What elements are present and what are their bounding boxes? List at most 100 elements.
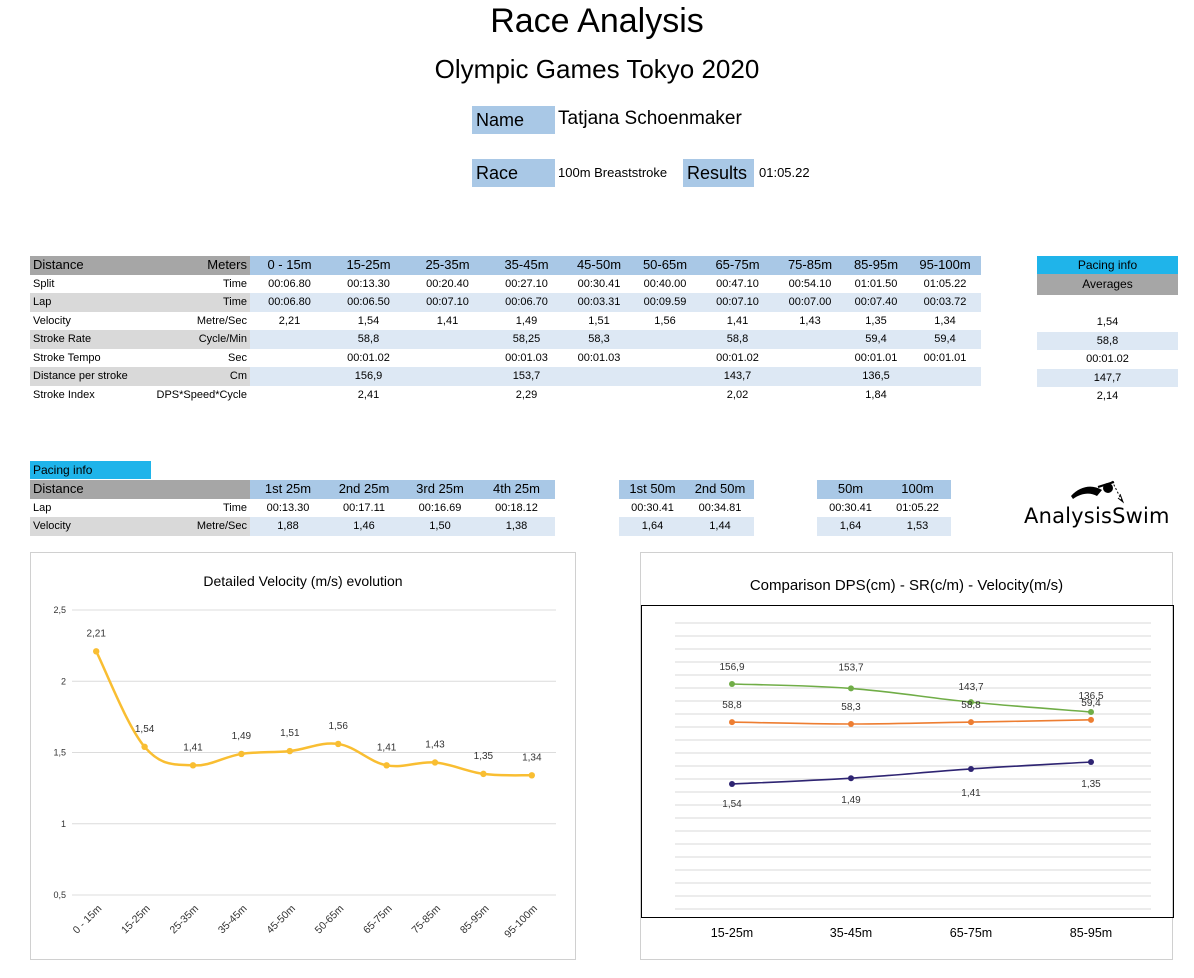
table-cell: 2,21 <box>278 314 301 327</box>
sr-series-line <box>731 719 1092 725</box>
pacing-totals-table: 50m 100m 00:30.41 01:05.22 1,64 1,53 <box>817 480 951 536</box>
table-cell: 1,88 <box>250 517 326 536</box>
velocity-series-line <box>95 650 532 777</box>
pacing-col: 1st 50m <box>619 480 686 499</box>
table-cell <box>250 386 329 405</box>
table-row: Velocity Metre/Sec 2,21 1,54 1,41 1,49 1,51 1,5… <box>30 312 981 331</box>
table-cell: 00:20.40 <box>426 277 469 290</box>
table-cell: 00:47.10 <box>716 277 759 290</box>
table-cell: 00:17.11 <box>342 501 385 514</box>
x-tick-label: 95-100m <box>502 902 540 940</box>
row-label: Stroke Index <box>33 388 95 401</box>
header-col: 0 - 15m <box>250 256 329 275</box>
sr-data-label: 58,3 <box>841 702 861 713</box>
table-cell <box>632 349 698 368</box>
data-label: 1,56 <box>328 721 348 732</box>
sr-data-point <box>729 719 735 726</box>
header-col: 95-100m <box>909 256 981 275</box>
comparison-chart: Comparison DPS(cm) - SR(c/m) - Velocity(… <box>640 552 1174 960</box>
data-point <box>431 759 439 766</box>
pacing-velocity-unit: Metre/Sec <box>150 517 250 536</box>
table-cell: 00:13.30 <box>266 501 310 514</box>
row-unit: Metre/Sec <box>196 314 247 327</box>
average-value: 1,54 <box>1096 316 1119 328</box>
table-cell: 00:03.72 <box>909 293 981 312</box>
x-tick-label: 15-25m <box>119 902 153 936</box>
results-value: 01:05.22 <box>759 165 810 180</box>
table-cell <box>777 367 843 386</box>
table-cell: 00:06.80 <box>250 293 329 312</box>
data-label: 1,35 <box>474 751 494 762</box>
row-label: Stroke Tempo <box>33 351 101 364</box>
race-splits-table: Distance Meters 0 - 15m 15-25m 25-35m 35-45m 4… <box>30 256 981 404</box>
data-label: 1,49 <box>232 731 252 742</box>
average-value: 147,7 <box>1037 368 1178 387</box>
x-tick-label: 35-45m <box>830 926 872 940</box>
table-cell: 1,35 <box>865 314 887 327</box>
table-cell: 00:40.00 <box>643 277 687 290</box>
table-row: Stroke Index DPS*Speed*Cycle 2,41 2,29 2,02 1… <box>30 386 981 405</box>
data-point <box>141 743 148 750</box>
velocity-chart: Detailed Velocity (m/s) evolution 0,5 1 1,… <box>30 552 576 960</box>
table-cell: 59,4 <box>843 330 909 349</box>
table-cell: 01:01.50 <box>854 277 898 290</box>
race-label: Race <box>472 159 555 187</box>
table-cell: 00:54.10 <box>788 277 832 290</box>
x-tick-label: 50-65m <box>313 902 347 936</box>
pacing-lap-row: 00:30.41 00:34.81 <box>619 499 754 518</box>
table-cell: 00:01.02 <box>716 351 759 364</box>
pacing-halves-table: 1st 50m 2nd 50m 00:30.41 00:34.81 1,64 1,44 <box>619 480 754 536</box>
table-cell: 01:05.22 <box>896 501 939 514</box>
row-label: Lap <box>30 293 150 312</box>
dps-data-point <box>1088 709 1094 715</box>
table-cell: 1,49 <box>515 314 538 327</box>
table-cell: 1,64 <box>817 517 884 536</box>
table-cell: 1,46 <box>326 517 402 536</box>
table-cell: 00:30.41 <box>829 501 872 514</box>
sr-data-point <box>1088 716 1094 723</box>
velocity-data-point <box>1088 759 1094 765</box>
x-tick-label: 15-25m <box>711 926 753 940</box>
data-point <box>93 648 100 655</box>
pacing-col: 1st 25m <box>250 480 326 499</box>
x-tick-label: 35-45m <box>216 902 250 936</box>
pacing-col: 100m <box>884 480 951 499</box>
pacing-col: 2nd 25m <box>326 480 402 499</box>
table-cell: 00:07.00 <box>777 293 843 312</box>
y-tick-label: 1,5 <box>53 748 66 758</box>
table-cell: 00:27.10 <box>505 277 548 290</box>
header-col: 15-25m <box>329 256 408 275</box>
data-label: 1,41 <box>377 742 397 753</box>
pacing-velocity-row: 1,64 1,53 <box>817 517 951 536</box>
table-cell: 00:07.10 <box>698 293 777 312</box>
table-cell: 1,53 <box>884 517 951 536</box>
average-value: 00:01.02 <box>1086 353 1129 365</box>
table-row: Split Time 00:06.80 00:13.30 00:20.40 00:27.1… <box>30 275 981 294</box>
table-cell <box>632 367 698 386</box>
table-cell: 00:16.69 <box>418 501 462 514</box>
pacing-col: 2nd 50m <box>686 480 754 499</box>
table-cell: 00:06.70 <box>487 293 566 312</box>
table-cell: 153,7 <box>487 367 566 386</box>
x-tick-label: 45-50m <box>264 902 298 936</box>
row-label: Distance per stroke <box>30 367 150 386</box>
dps-data-label: 136,5 <box>1078 691 1103 702</box>
velocity-data-point <box>848 775 854 782</box>
row-label: Stroke Rate <box>30 330 150 349</box>
table-cell: 00:01.03 <box>577 351 621 364</box>
averages-title: Averages <box>1037 274 1178 295</box>
table-cell: 00:01.01 <box>854 351 898 364</box>
table-cell: 00:01.01 <box>923 351 967 364</box>
row-label: Split <box>33 277 55 290</box>
x-tick-label: 75-85m <box>409 902 443 936</box>
table-cell: 156,9 <box>329 367 408 386</box>
sr-data-label: 59,4 <box>1081 698 1101 709</box>
table-cell: 1,44 <box>686 517 754 536</box>
table-cell: 00:30.41 <box>577 277 621 290</box>
sr-data-point <box>968 719 974 726</box>
table-cell: 1,43 <box>799 314 821 327</box>
velocity-data-label: 1,35 <box>1081 779 1101 790</box>
sr-data-point <box>848 721 854 727</box>
table-cell: 2,29 <box>515 388 538 401</box>
average-value: 58,8 <box>1037 331 1178 350</box>
